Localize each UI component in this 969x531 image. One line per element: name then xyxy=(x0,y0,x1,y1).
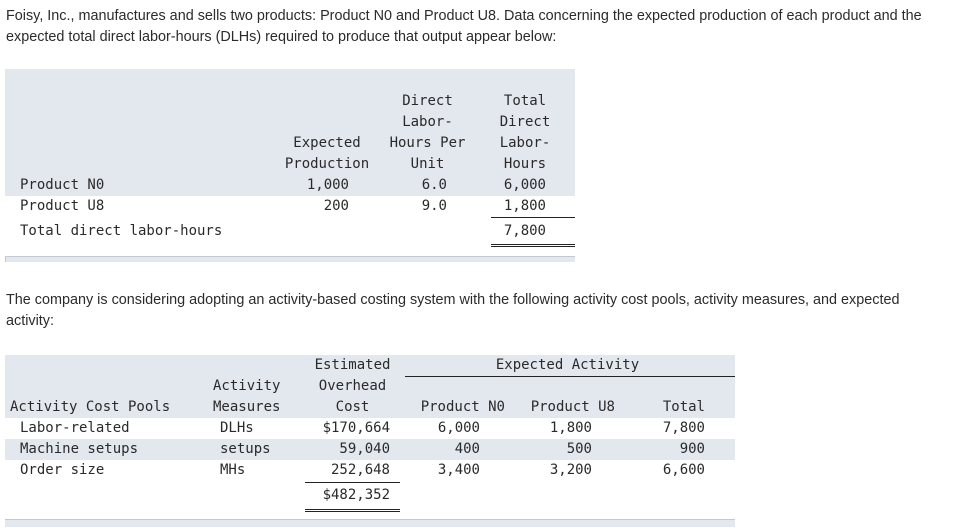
total-value: 1,800 xyxy=(475,196,546,217)
header-unit: Unit xyxy=(380,154,475,175)
total-rule-1 xyxy=(491,244,575,245)
header-product-u8: Product U8 xyxy=(515,397,615,418)
header-labor-2: Labor- xyxy=(485,133,565,154)
total-row: Total direct labor-hours 7,800 xyxy=(5,221,575,242)
header-activity: Activity xyxy=(213,376,280,397)
header-cost: Cost xyxy=(300,397,405,418)
per-unit-value: 6.0 xyxy=(385,175,447,196)
table-bottom-band xyxy=(5,519,735,527)
total-cost-value: $482,352 xyxy=(305,485,390,506)
middle-paragraph: The company is considering adopting an a… xyxy=(6,290,946,332)
header-labor: Labor- xyxy=(380,112,475,133)
measure-label: DLHs xyxy=(220,418,254,439)
header-production: Production xyxy=(267,154,387,175)
production-table: Expected Production Direct Labor- Hours … xyxy=(5,69,575,262)
header-direct-2: Direct xyxy=(485,112,565,133)
row-label: Product N0 xyxy=(20,175,104,196)
activity-cost-table: Estimated Overhead Cost Expected Activit… xyxy=(5,355,735,527)
expected-activity-rule xyxy=(405,376,735,377)
subtotal-rule xyxy=(305,482,400,483)
n0-value: 3,400 xyxy=(405,460,480,481)
header-expected: Expected xyxy=(267,133,387,154)
measure-label: setups xyxy=(220,439,271,460)
total-value: 7,800 xyxy=(635,418,705,439)
u8-value: 500 xyxy=(515,439,592,460)
per-unit-value: 9.0 xyxy=(385,196,447,217)
cost-value: 59,040 xyxy=(305,439,390,460)
table-row: Machine setups setups 59,040 400 500 900 xyxy=(5,439,735,460)
measure-label: MHs xyxy=(220,460,245,481)
header-expected-activity: Expected Activity xyxy=(410,355,725,376)
production-value: 200 xyxy=(265,196,349,217)
n0-value: 6,000 xyxy=(405,418,480,439)
header-total: Total xyxy=(485,91,565,112)
header-total: Total xyxy=(645,397,705,418)
table-row: Labor-related DLHs $170,664 6,000 1,800 … xyxy=(5,418,735,439)
grand-total-value: 7,800 xyxy=(475,221,546,242)
header-estimated: Estimated xyxy=(300,355,405,376)
total-value: 900 xyxy=(635,439,705,460)
header-direct: Direct xyxy=(380,91,475,112)
pool-label: Machine setups xyxy=(20,439,138,460)
total-value: 6,600 xyxy=(635,460,705,481)
production-value: 1,000 xyxy=(265,175,349,196)
pool-label: Labor-related xyxy=(20,418,130,439)
header-product-n0: Product N0 xyxy=(405,397,505,418)
table-row: Product N0 1,000 6.0 6,000 xyxy=(5,175,575,196)
table-row: Product U8 200 9.0 1,800 xyxy=(5,196,575,217)
table-bottom-band xyxy=(5,256,575,262)
u8-value: 1,800 xyxy=(515,418,592,439)
n0-value: 400 xyxy=(405,439,480,460)
header-measures: Measures xyxy=(213,397,280,418)
total-label: Total direct labor-hours xyxy=(20,221,222,242)
total-rule-1 xyxy=(305,509,400,510)
header-hours: Hours xyxy=(485,154,565,175)
header-overhead: Overhead xyxy=(300,376,405,397)
intro-paragraph: Foisy, Inc., manufactures and sells two … xyxy=(6,6,946,48)
cost-value: $170,664 xyxy=(305,418,390,439)
total-rule-2 xyxy=(491,246,575,247)
table-row: Order size MHs 252,648 3,400 3,200 6,600 xyxy=(5,460,735,481)
total-value: 6,000 xyxy=(475,175,546,196)
header-hours-per: Hours Per xyxy=(380,133,475,154)
pool-label: Order size xyxy=(20,460,104,481)
total-rule-2 xyxy=(305,511,400,512)
header-pools: Activity Cost Pools xyxy=(10,397,170,418)
cost-value: 252,648 xyxy=(305,460,390,481)
subtotal-rule xyxy=(491,217,575,218)
row-label: Product U8 xyxy=(20,196,104,217)
u8-value: 3,200 xyxy=(515,460,592,481)
